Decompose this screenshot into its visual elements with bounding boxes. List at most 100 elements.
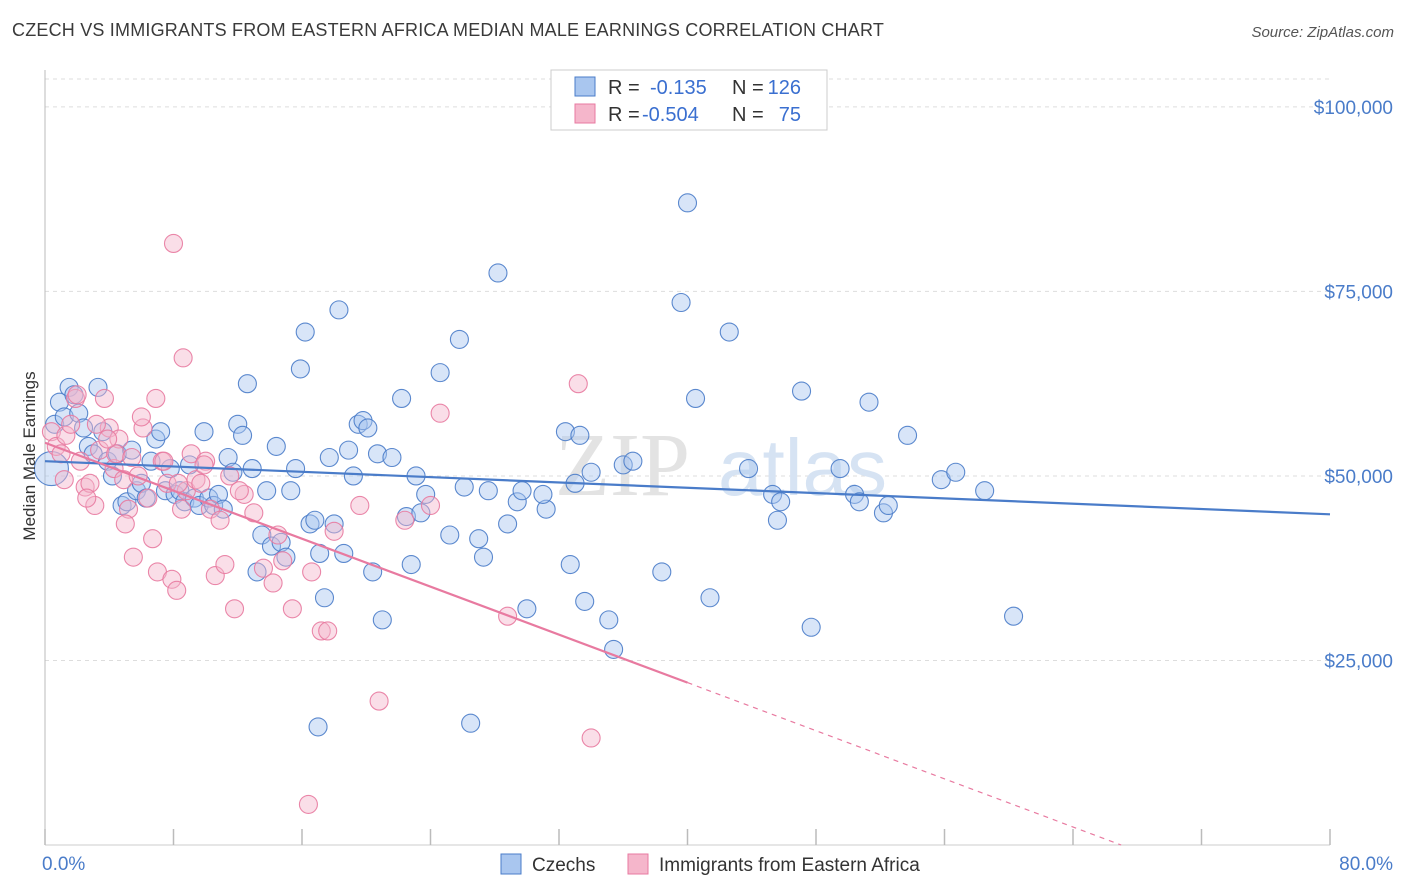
data-point bbox=[88, 377, 108, 397]
chart-title: CZECH VS IMMIGRANTS FROM EASTERN AFRICA … bbox=[12, 20, 885, 40]
data-point bbox=[122, 440, 142, 460]
data-point bbox=[86, 414, 106, 434]
data-point bbox=[343, 466, 363, 486]
data-point bbox=[115, 514, 135, 534]
data-point bbox=[85, 495, 105, 516]
data-point bbox=[623, 451, 643, 471]
stats-n-label-2: N = bbox=[732, 104, 764, 126]
data-point bbox=[194, 422, 214, 442]
data-point bbox=[401, 554, 421, 575]
data-point bbox=[220, 466, 240, 486]
data-point bbox=[801, 617, 821, 637]
data-point bbox=[290, 359, 310, 379]
data-point bbox=[114, 470, 134, 490]
data-point bbox=[171, 499, 192, 519]
data-point bbox=[233, 425, 253, 445]
data-point bbox=[898, 425, 918, 445]
data-point bbox=[194, 455, 214, 475]
data-point bbox=[449, 329, 469, 349]
data-point bbox=[536, 499, 556, 519]
data-point bbox=[41, 422, 61, 442]
data-point bbox=[154, 451, 174, 471]
data-point bbox=[295, 322, 315, 342]
data-point bbox=[173, 348, 193, 368]
data-point bbox=[54, 470, 74, 490]
data-point bbox=[61, 414, 81, 434]
data-point bbox=[581, 462, 601, 482]
data-point bbox=[252, 525, 272, 545]
data-point bbox=[767, 510, 788, 530]
data-point bbox=[69, 403, 89, 423]
watermark-atlas: atlas bbox=[718, 423, 887, 512]
data-point bbox=[369, 691, 389, 711]
y-tick-label: $50,000 bbox=[1324, 467, 1393, 488]
data-point bbox=[210, 510, 230, 530]
data-point bbox=[478, 481, 498, 501]
data-point bbox=[237, 374, 257, 394]
data-point bbox=[512, 481, 532, 501]
data-point bbox=[143, 529, 163, 549]
data-point bbox=[314, 588, 335, 608]
data-point bbox=[878, 495, 898, 516]
y-tick-label: $75,000 bbox=[1324, 282, 1393, 303]
data-point bbox=[430, 403, 450, 423]
data-point bbox=[228, 414, 248, 434]
data-point bbox=[98, 429, 118, 449]
stats-swatch-czechs bbox=[574, 76, 596, 97]
data-point bbox=[791, 381, 812, 401]
data-point bbox=[570, 425, 590, 445]
data-point bbox=[652, 562, 672, 582]
data-point bbox=[131, 407, 151, 427]
trend-line-czechs bbox=[44, 460, 1331, 516]
data-point bbox=[382, 447, 402, 468]
stats-n-value-2: 75 bbox=[779, 104, 801, 126]
data-point bbox=[257, 481, 277, 501]
data-point bbox=[319, 447, 339, 468]
x-tick-label-max: 80.0% bbox=[1339, 854, 1393, 875]
stats-n-value-1: 126 bbox=[768, 77, 801, 99]
data-point bbox=[372, 610, 392, 630]
data-point bbox=[33, 451, 69, 487]
data-point bbox=[719, 322, 739, 342]
data-point bbox=[671, 292, 691, 313]
data-point bbox=[208, 484, 229, 504]
data-point bbox=[160, 459, 180, 479]
data-point bbox=[266, 436, 286, 456]
data-point bbox=[350, 495, 370, 516]
data-point bbox=[229, 481, 249, 501]
data-point bbox=[599, 610, 619, 630]
x-tick-label-min: 0.0% bbox=[42, 854, 85, 875]
series-czechs bbox=[33, 193, 1024, 737]
data-point bbox=[106, 444, 126, 464]
data-point bbox=[416, 484, 436, 504]
data-point bbox=[94, 388, 114, 409]
data-point bbox=[138, 488, 158, 508]
trend-line-eastern-africa bbox=[44, 441, 688, 684]
data-point bbox=[339, 440, 359, 460]
data-point bbox=[54, 407, 74, 427]
data-point bbox=[454, 477, 474, 497]
data-point bbox=[498, 514, 518, 534]
data-point bbox=[157, 473, 177, 493]
stats-r-label-1: R = bbox=[608, 77, 640, 99]
data-point bbox=[430, 363, 450, 383]
data-point bbox=[218, 447, 238, 468]
trend-line-eastern-africa-extension bbox=[687, 682, 1122, 846]
data-point bbox=[771, 492, 791, 512]
data-point bbox=[200, 499, 220, 519]
legend-swatch-czechs bbox=[500, 853, 522, 875]
data-point bbox=[74, 418, 94, 438]
data-point bbox=[975, 481, 995, 501]
data-point bbox=[90, 440, 110, 460]
data-point bbox=[128, 466, 148, 486]
data-point bbox=[263, 573, 283, 593]
data-point bbox=[298, 794, 318, 814]
data-point bbox=[98, 451, 118, 471]
data-point bbox=[395, 510, 415, 530]
data-point bbox=[555, 422, 575, 442]
y-tick-labels: $25,000 $50,000 $75,000 $100,000 bbox=[1314, 98, 1393, 673]
trend-lines bbox=[44, 441, 1331, 846]
data-point bbox=[581, 728, 601, 748]
stats-r-label-2: R = bbox=[608, 104, 640, 126]
data-point bbox=[392, 388, 412, 409]
